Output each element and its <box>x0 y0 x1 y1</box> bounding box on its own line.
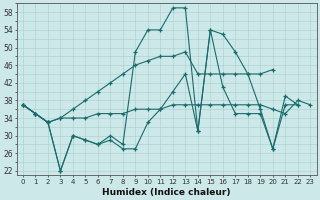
X-axis label: Humidex (Indice chaleur): Humidex (Indice chaleur) <box>102 188 231 197</box>
